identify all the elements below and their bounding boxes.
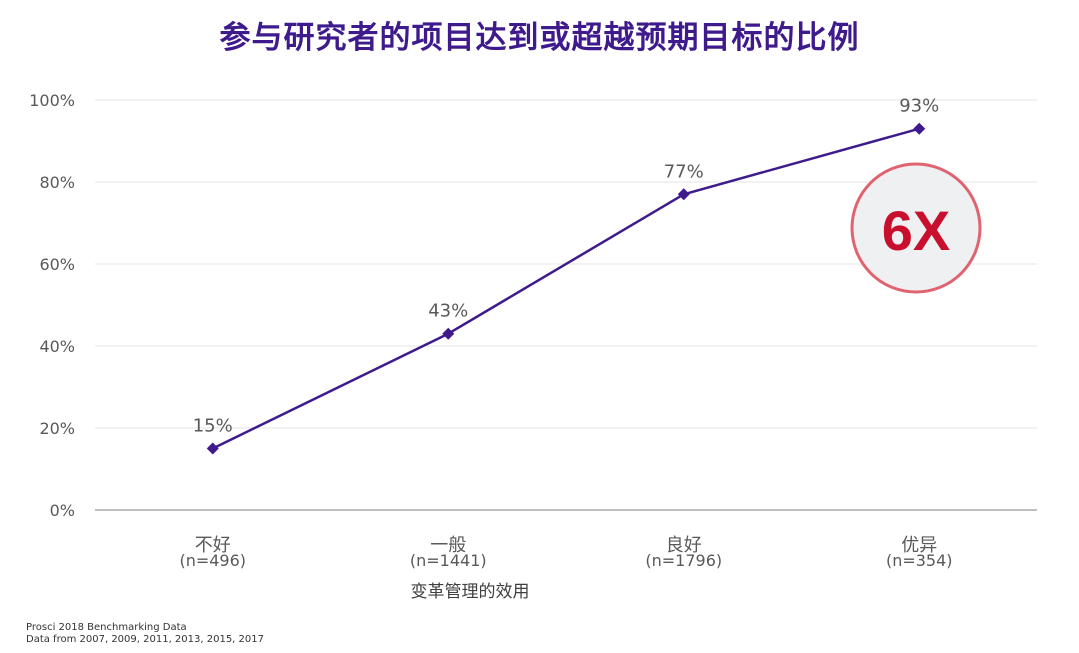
x-tick-label: 优异 xyxy=(901,535,937,556)
x-tick-label: 良好 xyxy=(666,535,702,556)
y-axis-tick-labels: 0% 20% 40% 60% 80% 100% xyxy=(29,91,75,520)
badge-text: 6X xyxy=(882,199,951,262)
x-tick-count-label: (n=1441) xyxy=(410,551,487,570)
x-axis-tick-labels: 不好(n=496) 一般(n=1441) 良好(n=1796) 优异(n=354) xyxy=(179,535,952,570)
footnote-line-2: Data from 2007, 2009, 2011, 2013, 2015, … xyxy=(26,634,264,645)
data-label: 77% xyxy=(664,161,704,182)
x-tick-count-label: (n=496) xyxy=(179,551,246,570)
y-tick-label: 100% xyxy=(29,91,75,110)
chart-title: 参与研究者的项目达到或超越预期目标的比例 xyxy=(219,20,860,56)
badge-circle xyxy=(850,162,982,294)
data-label: 43% xyxy=(428,301,468,322)
y-tick-label: 20% xyxy=(39,419,75,438)
x-tick-label: 一般 xyxy=(430,535,466,556)
data-point xyxy=(442,327,455,340)
data-point xyxy=(677,188,690,201)
y-tick-label: 60% xyxy=(39,255,75,274)
data-label: 15% xyxy=(193,416,233,437)
data-points xyxy=(206,122,926,455)
footnote-line-1: Prosci 2018 Benchmarking Data xyxy=(26,622,187,633)
y-tick-label: 0% xyxy=(50,501,75,520)
data-point xyxy=(206,442,219,455)
data-point xyxy=(913,122,926,135)
y-tick-label: 80% xyxy=(39,173,75,192)
data-labels: 15% 43% 77% 93% xyxy=(193,96,940,437)
multiplier-badge: 6X xyxy=(850,162,982,294)
y-tick-label: 40% xyxy=(39,337,75,356)
x-tick-label: 不好 xyxy=(195,535,231,556)
x-tick-count-label: (n=354) xyxy=(886,551,953,570)
data-label: 93% xyxy=(899,96,939,117)
x-tick-count-label: (n=1796) xyxy=(645,551,722,570)
series-line xyxy=(212,127,920,450)
source-footnote: Prosci 2018 Benchmarking Data Data from … xyxy=(26,622,264,646)
x-axis-label: 变革管理的效用 xyxy=(411,582,530,602)
